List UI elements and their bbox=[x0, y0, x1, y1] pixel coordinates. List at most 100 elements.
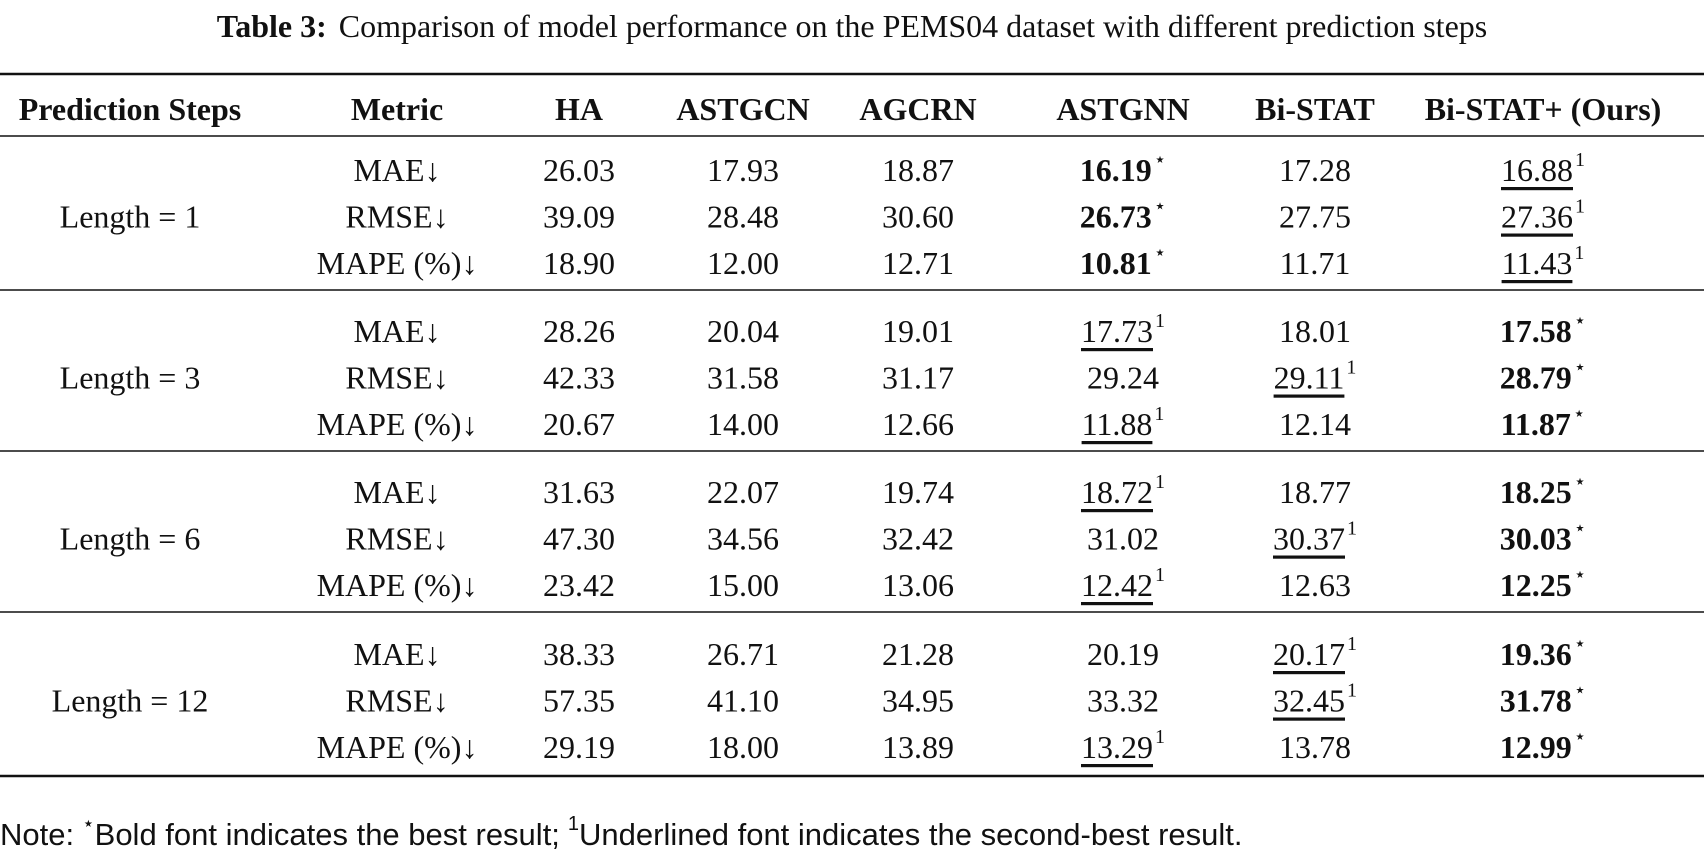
column-header: Bi-STAT bbox=[1255, 91, 1375, 127]
cell-marker: ⋆ bbox=[1573, 403, 1586, 425]
cell-marker: ⋆ bbox=[1574, 680, 1587, 702]
note-second-text: Underlined font indicates the second-bes… bbox=[579, 817, 1242, 852]
cell-value: 20.04 bbox=[707, 313, 779, 349]
metric: RMSE↓ bbox=[345, 683, 448, 719]
metric: MAPE (%)↓ bbox=[317, 729, 478, 765]
cell-value: 13.29 bbox=[1081, 729, 1153, 765]
cell: 18.01 bbox=[1279, 313, 1351, 349]
cell-value: 12.66 bbox=[882, 406, 954, 442]
note: Note: ⋆Bold font indicates the best resul… bbox=[0, 813, 1243, 852]
cell-marker: 1 bbox=[1574, 242, 1584, 264]
note-best-mark: ⋆ bbox=[82, 813, 95, 835]
cell-value: 39.09 bbox=[543, 199, 615, 235]
cell-value: 10.81 bbox=[1080, 245, 1152, 281]
cell: 20.67 bbox=[543, 406, 615, 442]
cell-value: 29.19 bbox=[543, 729, 615, 765]
cell: 17.73 1 bbox=[1081, 310, 1165, 349]
cell-marker: ⋆ bbox=[1574, 518, 1587, 540]
cell-value: 27.36 bbox=[1501, 199, 1573, 235]
cell-value: 57.35 bbox=[543, 683, 615, 719]
cell: 31.78 ⋆ bbox=[1500, 680, 1587, 719]
cell-value: 34.95 bbox=[882, 683, 954, 719]
cell: 11.43 1 bbox=[1502, 242, 1585, 281]
cell: 42.33 bbox=[543, 360, 615, 396]
cell: 17.28 bbox=[1279, 152, 1351, 188]
cell-value: 12.63 bbox=[1279, 567, 1351, 603]
cell-value: 20.67 bbox=[543, 406, 615, 442]
cell-value: 32.42 bbox=[882, 521, 954, 557]
cell: 29.19 bbox=[543, 729, 615, 765]
cell-value: 11.87 bbox=[1501, 406, 1571, 442]
cell: 18.72 1 bbox=[1081, 471, 1165, 510]
cell-value: 29.24 bbox=[1087, 360, 1159, 396]
cell-value: 18.90 bbox=[543, 245, 615, 281]
caption: Table 3: Comparison of model performance … bbox=[217, 8, 1487, 44]
cell: 11.88 1 bbox=[1082, 403, 1165, 442]
cell: 14.00 bbox=[707, 406, 779, 442]
note-label: Note: bbox=[0, 817, 74, 852]
cell-value: 31.58 bbox=[707, 360, 779, 396]
cell: 32.45 1 bbox=[1273, 680, 1357, 719]
cell-value: 21.28 bbox=[882, 636, 954, 672]
cell-value: 20.17 bbox=[1273, 636, 1345, 672]
cell-value: 34.56 bbox=[707, 521, 779, 557]
cell-value: 14.00 bbox=[707, 406, 779, 442]
cell-value: 16.19 bbox=[1080, 152, 1152, 188]
cell: 26.03 bbox=[543, 152, 615, 188]
cell: 28.48 bbox=[707, 199, 779, 235]
cell-value: 23.42 bbox=[543, 567, 615, 603]
cell-value: 31.02 bbox=[1087, 521, 1159, 557]
caption-text: Comparison of model performance on the P… bbox=[339, 8, 1487, 44]
cell: 11.71 bbox=[1280, 245, 1351, 281]
cell: 15.00 bbox=[707, 567, 779, 603]
cell-value: 13.89 bbox=[882, 729, 954, 765]
cell: 18.25 ⋆ bbox=[1500, 471, 1587, 510]
cell-marker: 1 bbox=[1155, 471, 1165, 493]
group-label: Length = 1 bbox=[60, 199, 201, 235]
cell-value: 30.60 bbox=[882, 199, 954, 235]
column-header: Metric bbox=[351, 91, 443, 127]
cell-value: 12.42 bbox=[1081, 567, 1153, 603]
cell-value: 30.03 bbox=[1500, 521, 1572, 557]
cell: 19.01 bbox=[882, 313, 954, 349]
metric: MAE↓ bbox=[353, 313, 440, 349]
column-header: ASTGCN bbox=[676, 91, 809, 127]
cell-value: 19.74 bbox=[882, 474, 954, 510]
cell-value: 41.10 bbox=[707, 683, 779, 719]
cell: 19.36 ⋆ bbox=[1500, 633, 1587, 672]
cell-marker: ⋆ bbox=[1154, 149, 1167, 171]
cell: 29.24 bbox=[1087, 360, 1159, 396]
metric: MAE↓ bbox=[353, 474, 440, 510]
cell: 33.32 bbox=[1087, 683, 1159, 719]
cell-value: 18.87 bbox=[882, 152, 954, 188]
cell: 21.28 bbox=[882, 636, 954, 672]
cell-value: 18.77 bbox=[1279, 474, 1351, 510]
cell: 31.02 bbox=[1087, 521, 1159, 557]
cell-value: 17.28 bbox=[1279, 152, 1351, 188]
cell: 27.75 bbox=[1279, 199, 1351, 235]
cell-marker: 1 bbox=[1347, 518, 1357, 540]
cell: 11.87 ⋆ bbox=[1501, 403, 1586, 442]
metric: MAE↓ bbox=[353, 636, 440, 672]
cell-value: 20.19 bbox=[1087, 636, 1159, 672]
cell-value: 12.00 bbox=[707, 245, 779, 281]
cell: 18.90 bbox=[543, 245, 615, 281]
cell-value: 13.78 bbox=[1279, 729, 1351, 765]
cell: 34.95 bbox=[882, 683, 954, 719]
cell-value: 28.48 bbox=[707, 199, 779, 235]
cell-marker: ⋆ bbox=[1574, 310, 1587, 332]
cell-marker: ⋆ bbox=[1154, 196, 1167, 218]
cell: 17.58 ⋆ bbox=[1500, 310, 1587, 349]
cell: 18.00 bbox=[707, 729, 779, 765]
cell: 30.37 1 bbox=[1273, 518, 1357, 557]
column-header: Bi-STAT+ (Ours) bbox=[1425, 91, 1662, 127]
cell-marker: ⋆ bbox=[1574, 726, 1587, 748]
metric: MAE↓ bbox=[353, 152, 440, 188]
metric: MAPE (%)↓ bbox=[317, 406, 478, 442]
cell-value: 26.73 bbox=[1080, 199, 1152, 235]
column-header: Prediction Steps bbox=[19, 91, 242, 127]
cell: 22.07 bbox=[707, 474, 779, 510]
column-header: HA bbox=[555, 91, 603, 127]
